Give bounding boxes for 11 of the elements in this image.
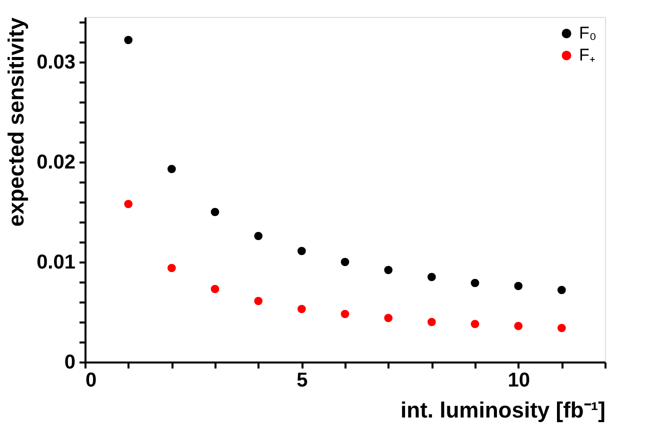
y-tick-label: 0.03 — [36, 52, 76, 74]
y-tick-label: 0.01 — [36, 252, 76, 274]
legend-label: F₀ — [579, 24, 596, 42]
x-tick-label: 5 — [296, 370, 308, 392]
y-axis-title: expected sensitivity — [4, 16, 29, 227]
x-axis-title: int. luminosity [fb⁻¹] — [400, 398, 606, 422]
legend-label: F₊ — [579, 46, 596, 64]
y-tick-label: 0.02 — [36, 152, 76, 174]
x-tick-label: 10 — [508, 370, 530, 392]
y-tick-label: 0 — [64, 352, 76, 374]
x-tick-label: 0 — [86, 370, 97, 392]
